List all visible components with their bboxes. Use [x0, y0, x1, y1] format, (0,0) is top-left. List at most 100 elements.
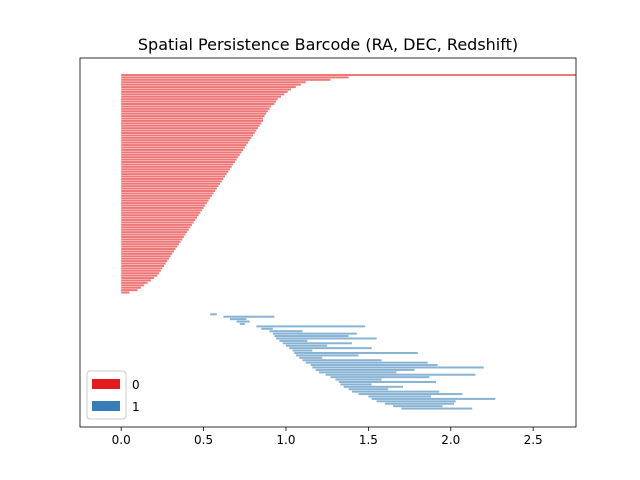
- h0-bar: [121, 272, 160, 275]
- legend: 01: [86, 370, 140, 420]
- h0-bar: [121, 286, 141, 289]
- h1-bar: [294, 351, 418, 354]
- h0-bar-infinite: [121, 74, 576, 76]
- chart-title: Spatial Persistence Barcode (RA, DEC, Re…: [138, 35, 518, 54]
- h0-bar: [121, 105, 272, 108]
- h0-bar: [121, 141, 249, 144]
- h0-bar: [121, 202, 207, 205]
- h0-bar: [121, 124, 260, 127]
- h0-bar: [121, 103, 275, 105]
- h0-bar: [121, 240, 181, 243]
- h0-bar: [121, 291, 130, 294]
- h0-bar: [121, 221, 194, 224]
- h0-bar: [121, 132, 255, 134]
- h0-bar: [121, 156, 239, 159]
- h0-bar: [121, 112, 267, 115]
- h1-bar: [318, 371, 397, 374]
- h0-bar: [121, 243, 179, 246]
- h1-bar: [292, 349, 313, 352]
- h0-bar: [121, 139, 250, 142]
- h0-bar: [121, 90, 288, 93]
- h0-bar: [121, 129, 257, 132]
- h0-bar: [121, 153, 240, 156]
- h0-bar: [121, 206, 204, 209]
- h1-bar: [223, 315, 275, 318]
- h1-bar: [351, 390, 440, 393]
- x-tick-label: 2.0: [441, 433, 460, 447]
- h0-bar: [121, 117, 263, 120]
- h0-bar: [121, 88, 291, 91]
- h1-bar: [371, 397, 496, 400]
- h0-bar: [121, 173, 227, 176]
- h0-bar: [121, 158, 237, 161]
- h1-bar: [285, 344, 328, 347]
- h0-bar: [121, 252, 173, 255]
- h1-bar: [239, 322, 245, 325]
- legend-label-0: 0: [132, 378, 140, 392]
- h0-bar: [121, 185, 219, 188]
- h0-bar: [121, 284, 145, 287]
- h0-bar: [121, 248, 176, 251]
- h0-bar: [121, 269, 161, 272]
- h1-bar: [261, 327, 273, 330]
- h0-bar: [121, 250, 174, 253]
- h0-bar: [121, 175, 226, 178]
- h1-bar: [295, 354, 359, 357]
- h0-bar: [121, 151, 242, 154]
- h1-bar: [325, 373, 476, 376]
- h1-bar: [236, 320, 250, 323]
- legend-swatch-0: [92, 379, 120, 389]
- h0-bar: [121, 148, 244, 151]
- h1-bar: [312, 366, 484, 369]
- h0-bar: [121, 127, 258, 130]
- h0-bar: [121, 170, 229, 173]
- h0-bar: [121, 83, 301, 86]
- h0-bar: [121, 187, 217, 190]
- h0-bar: [121, 177, 224, 180]
- legend-swatch-1: [92, 401, 120, 411]
- h0-bar: [121, 182, 221, 185]
- h1-bar: [384, 402, 455, 405]
- h0-bar: [121, 231, 188, 234]
- h0-bar: [121, 168, 230, 171]
- h1-bar: [340, 383, 372, 386]
- h0-bar: [121, 144, 247, 147]
- h1-bar: [256, 325, 366, 328]
- h0-bar: [121, 277, 155, 280]
- h0-bar: [121, 122, 262, 125]
- h0-bar: [121, 107, 270, 110]
- h0-bar: [121, 161, 235, 164]
- h0-bar: [121, 274, 158, 277]
- h0-bar: [121, 136, 252, 139]
- h0-bar: [121, 163, 234, 166]
- h1-bar: [282, 342, 352, 345]
- h1-bar: [401, 407, 473, 410]
- h1-bar: [310, 364, 438, 367]
- h0-bar: [121, 255, 171, 258]
- h0-bar: [121, 192, 214, 195]
- x-tick-label: 1.5: [359, 433, 378, 447]
- h0-bar: [121, 199, 209, 202]
- h0-bar: [121, 235, 184, 238]
- h1-bar: [289, 347, 372, 350]
- x-tick-label: 1.0: [276, 433, 295, 447]
- h0-bar: [121, 86, 296, 89]
- h0-bar: [121, 209, 202, 212]
- h0-bar: [121, 245, 178, 248]
- h0-bar: [121, 262, 166, 265]
- h0-bar: [121, 279, 151, 282]
- h1-bar: [229, 318, 247, 321]
- h0-bar: [121, 190, 216, 193]
- h0-bar: [121, 264, 165, 267]
- legend-label-1: 1: [132, 400, 140, 414]
- plot-area: [121, 74, 576, 410]
- h1-bar: [376, 400, 456, 403]
- h0-bar: [121, 76, 349, 79]
- h1-bar: [315, 368, 415, 371]
- h0-bar: [121, 134, 254, 137]
- h1-bar: [330, 376, 430, 379]
- legend-box: [86, 370, 127, 420]
- h0-bar: [121, 211, 201, 214]
- axes-frame: [79, 57, 577, 428]
